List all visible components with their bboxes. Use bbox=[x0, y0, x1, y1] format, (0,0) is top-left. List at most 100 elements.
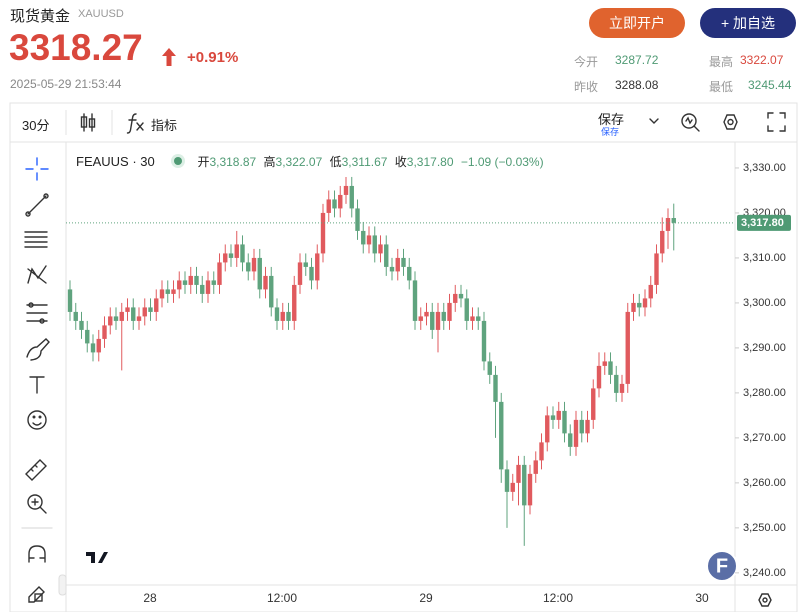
y-tick-label: 3,280.00 bbox=[743, 387, 786, 399]
candle-body bbox=[637, 302, 642, 308]
candle-type-button[interactable] bbox=[80, 113, 96, 132]
candle-body bbox=[407, 266, 412, 281]
candle-body bbox=[246, 262, 251, 272]
candle-body bbox=[510, 482, 515, 492]
candle-body bbox=[671, 218, 676, 223]
candle-body bbox=[338, 194, 343, 209]
candle-body bbox=[378, 244, 383, 254]
candle-body bbox=[660, 230, 665, 254]
instrument-name: 现货黄金 bbox=[10, 8, 71, 25]
y-tick-label: 3,240.00 bbox=[743, 567, 786, 579]
candle-body bbox=[355, 208, 360, 231]
candle-body bbox=[476, 316, 481, 321]
candle-body bbox=[602, 361, 607, 366]
stat-label: 今开 bbox=[574, 55, 599, 69]
legend-value: 3,317.80 bbox=[406, 155, 454, 169]
candle-body bbox=[297, 262, 303, 285]
candle-body bbox=[343, 185, 349, 195]
legend-symbol: FEAUUS · 30 bbox=[76, 154, 155, 169]
candle-body bbox=[533, 460, 538, 474]
candle-body bbox=[366, 235, 372, 245]
candle-body bbox=[504, 469, 510, 492]
open-account-button[interactable]: 立即开户 bbox=[589, 8, 685, 38]
drawing-tools[interactable] bbox=[21, 157, 53, 603]
last-price-tag bbox=[737, 214, 791, 231]
candle-body bbox=[154, 298, 159, 312]
candle-body bbox=[412, 280, 418, 321]
price: 3318.27 bbox=[9, 27, 143, 68]
candle-body bbox=[384, 244, 389, 267]
candle-body bbox=[251, 257, 257, 272]
candle-body bbox=[309, 266, 314, 281]
candle-body bbox=[332, 199, 337, 209]
save-menu[interactable] bbox=[649, 118, 659, 124]
candle-body bbox=[418, 316, 423, 321]
stat-value: 3288.08 bbox=[615, 78, 659, 92]
candle-body bbox=[487, 361, 492, 375]
candle-body bbox=[453, 293, 458, 303]
candle-body bbox=[654, 253, 659, 285]
candle-body bbox=[499, 401, 504, 470]
candle-body bbox=[85, 329, 90, 344]
candle-body bbox=[303, 262, 308, 267]
collapse-handle[interactable] bbox=[58, 574, 67, 596]
candle-body bbox=[320, 212, 326, 254]
candle-body bbox=[188, 275, 193, 285]
legend-label: 高 bbox=[263, 155, 276, 169]
legend-label: 低 bbox=[329, 155, 342, 169]
candle-body bbox=[228, 253, 234, 258]
candle-body bbox=[372, 235, 377, 254]
candles bbox=[67, 176, 676, 546]
candle-body bbox=[568, 433, 573, 447]
candle-body bbox=[573, 419, 579, 447]
candle-body bbox=[619, 383, 625, 393]
chart-settings-icon[interactable] bbox=[758, 593, 772, 607]
last-price-label: 3,317.80 bbox=[741, 217, 784, 229]
candle-body bbox=[545, 415, 550, 443]
settings-icon[interactable] bbox=[723, 114, 738, 130]
candle-body bbox=[562, 410, 567, 434]
candle-body bbox=[171, 289, 176, 294]
y-tick-label: 3,270.00 bbox=[743, 432, 786, 444]
save-button[interactable]: 保存 bbox=[598, 112, 625, 127]
indicators-button[interactable]: 指标 bbox=[151, 118, 178, 133]
candle-body bbox=[286, 311, 291, 321]
y-tick-label: 3,260.00 bbox=[743, 477, 786, 489]
candle-body bbox=[326, 199, 331, 213]
candle-body bbox=[447, 302, 452, 321]
add-watchlist-button[interactable]: + 加自选 bbox=[700, 8, 796, 38]
candle-body bbox=[648, 284, 653, 299]
candle-body bbox=[435, 311, 441, 330]
candle-body bbox=[200, 284, 205, 294]
candle-body bbox=[522, 464, 527, 506]
candle-body bbox=[108, 316, 113, 326]
candle-body bbox=[240, 244, 245, 263]
candle-body bbox=[596, 365, 602, 389]
candle-body bbox=[349, 185, 354, 209]
stat-value: 3245.44 bbox=[748, 78, 792, 92]
legend-label: 开 bbox=[197, 155, 210, 169]
interval-button[interactable]: 30分 bbox=[22, 118, 50, 133]
stat-label: 昨收 bbox=[574, 80, 599, 94]
candle-body bbox=[148, 307, 153, 312]
candle-body bbox=[119, 311, 124, 321]
x-tick-label: 29 bbox=[419, 591, 433, 605]
candle-body bbox=[579, 419, 584, 434]
candle-body bbox=[90, 343, 96, 353]
candle-body bbox=[217, 262, 222, 285]
candle-body bbox=[280, 311, 285, 321]
candle-body bbox=[263, 275, 268, 290]
candle-body bbox=[113, 316, 119, 321]
candle-body bbox=[556, 410, 561, 420]
fullscreen-icon[interactable] bbox=[767, 112, 786, 132]
alert-icon[interactable] bbox=[681, 113, 700, 132]
candle-body bbox=[441, 311, 446, 321]
candle-body bbox=[292, 284, 297, 321]
candle-body bbox=[131, 307, 136, 321]
candle-body bbox=[102, 325, 107, 339]
fx-icon[interactable] bbox=[126, 113, 144, 134]
tradingview-logo bbox=[82, 544, 112, 570]
x-tick-label: 30 bbox=[695, 591, 709, 605]
candle-body bbox=[395, 257, 400, 272]
